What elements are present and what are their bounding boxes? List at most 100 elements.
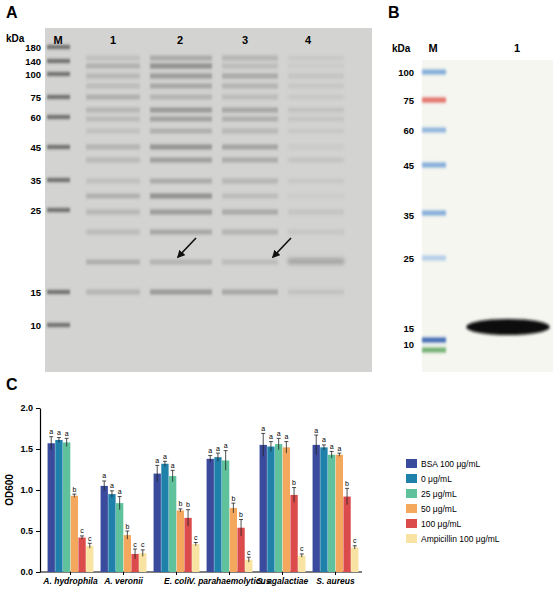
bar	[154, 474, 161, 572]
unit-label: kDa	[392, 43, 411, 54]
ladder-band	[47, 323, 70, 327]
bar	[207, 459, 214, 572]
significance-letter: a	[284, 433, 288, 440]
x-tick: S. agalactiae	[257, 572, 309, 586]
bar	[214, 457, 221, 572]
significance-letter: a	[224, 442, 228, 449]
protein-band	[86, 230, 140, 235]
protein-band	[150, 108, 212, 113]
protein-band	[86, 129, 140, 134]
significance-letter: a	[155, 457, 159, 464]
protein-band	[150, 179, 212, 184]
ladder-band	[422, 163, 446, 168]
y-tick-mark	[36, 408, 40, 409]
ladder-band	[422, 338, 446, 343]
legend-item: Ampicillin 100 μg/mL	[406, 534, 500, 544]
lane-label: 1	[514, 42, 520, 54]
protein-band	[222, 179, 278, 184]
protein-band	[288, 179, 344, 184]
significance-letter: b	[231, 495, 235, 502]
marker-label: 25	[403, 253, 414, 264]
y-tick: 0.0	[20, 567, 40, 577]
legend-swatch	[406, 504, 417, 513]
significance-letters: aaaaaaaaaaaaaaaaaabbbbaaccbbbbcccccc	[49, 425, 357, 556]
significance-letter: b	[72, 486, 76, 493]
protein-band	[86, 56, 140, 61]
bar	[116, 503, 123, 572]
significance-letter: a	[269, 433, 273, 440]
lane-label: M	[53, 34, 62, 46]
marker-label: 100	[398, 67, 414, 78]
protein-band	[222, 108, 278, 113]
error-bar	[110, 491, 114, 498]
significance-letter: c	[80, 527, 84, 534]
ladder-band	[422, 98, 446, 103]
protein-band	[86, 84, 140, 89]
bar	[101, 486, 108, 572]
protein-band	[288, 129, 344, 134]
blot-panel-b: BkDaM110075604535251510	[388, 4, 553, 372]
legend-item: 100 μg/mL	[406, 519, 462, 529]
protein-band	[150, 230, 212, 235]
bar	[320, 447, 327, 572]
legend: BSA 100 μg/mL0 μg/mL25 μg/mL50 μg/mL100 …	[406, 459, 500, 544]
gel-background	[45, 28, 372, 372]
error-bar	[178, 509, 182, 512]
error-bar	[141, 550, 145, 557]
error-bar	[133, 549, 137, 559]
protein-band	[288, 117, 344, 122]
bar	[313, 445, 320, 572]
y-tick-label: 1.0	[20, 485, 33, 495]
panel-label: A	[6, 4, 18, 21]
ladder-band	[422, 211, 446, 216]
legend-label: 0 μg/mL	[421, 474, 452, 484]
error-bar	[49, 437, 53, 450]
significance-letter: a	[57, 429, 61, 436]
error-bar	[330, 451, 334, 458]
legend-label: 100 μg/mL	[421, 519, 462, 529]
significance-letter: c	[247, 549, 251, 556]
lane-label: 3	[242, 34, 248, 46]
marker-label: 75	[403, 95, 414, 106]
y-tick-label: 0.0	[20, 567, 33, 577]
significance-letter: a	[330, 443, 334, 450]
protein-band	[222, 64, 278, 69]
protein-band	[86, 158, 140, 163]
unit-label: kDa	[6, 33, 25, 44]
bar	[177, 511, 184, 573]
x-tick: A. hydrophila	[42, 572, 98, 586]
ladder-band	[47, 45, 70, 49]
error-bar	[353, 546, 357, 549]
marker-label: 100	[25, 69, 41, 80]
bar	[71, 496, 78, 572]
y-tick-mark	[36, 490, 40, 491]
significance-letter: c	[141, 541, 145, 548]
protein-band	[86, 194, 140, 199]
marker-label: 45	[403, 160, 414, 171]
protein-band	[288, 64, 344, 69]
legend-swatch	[406, 459, 417, 468]
error-bar	[57, 438, 61, 443]
error-bar	[224, 451, 228, 471]
protein-band	[86, 117, 140, 122]
x-tick: E. coli	[164, 572, 190, 586]
error-bar	[314, 435, 318, 455]
error-bar	[247, 557, 251, 562]
significance-letter: b	[125, 523, 129, 530]
protein-band	[288, 108, 344, 113]
significance-letter: a	[277, 430, 281, 437]
y-axis-line	[40, 409, 41, 573]
x-tick-label: S. agalactiae	[257, 576, 309, 586]
legend-swatch	[406, 474, 417, 483]
protein-band	[150, 194, 212, 199]
ladder-band	[47, 115, 70, 119]
series	[71, 442, 343, 572]
protein-band	[150, 210, 212, 215]
error-bar	[65, 438, 69, 446]
lane-label: M	[428, 42, 437, 54]
bar	[86, 546, 93, 572]
arrow	[178, 238, 196, 257]
protein-band	[222, 145, 278, 150]
legend-label: 25 μg/mL	[421, 489, 457, 499]
y-tick-label: 1.5	[20, 444, 33, 454]
